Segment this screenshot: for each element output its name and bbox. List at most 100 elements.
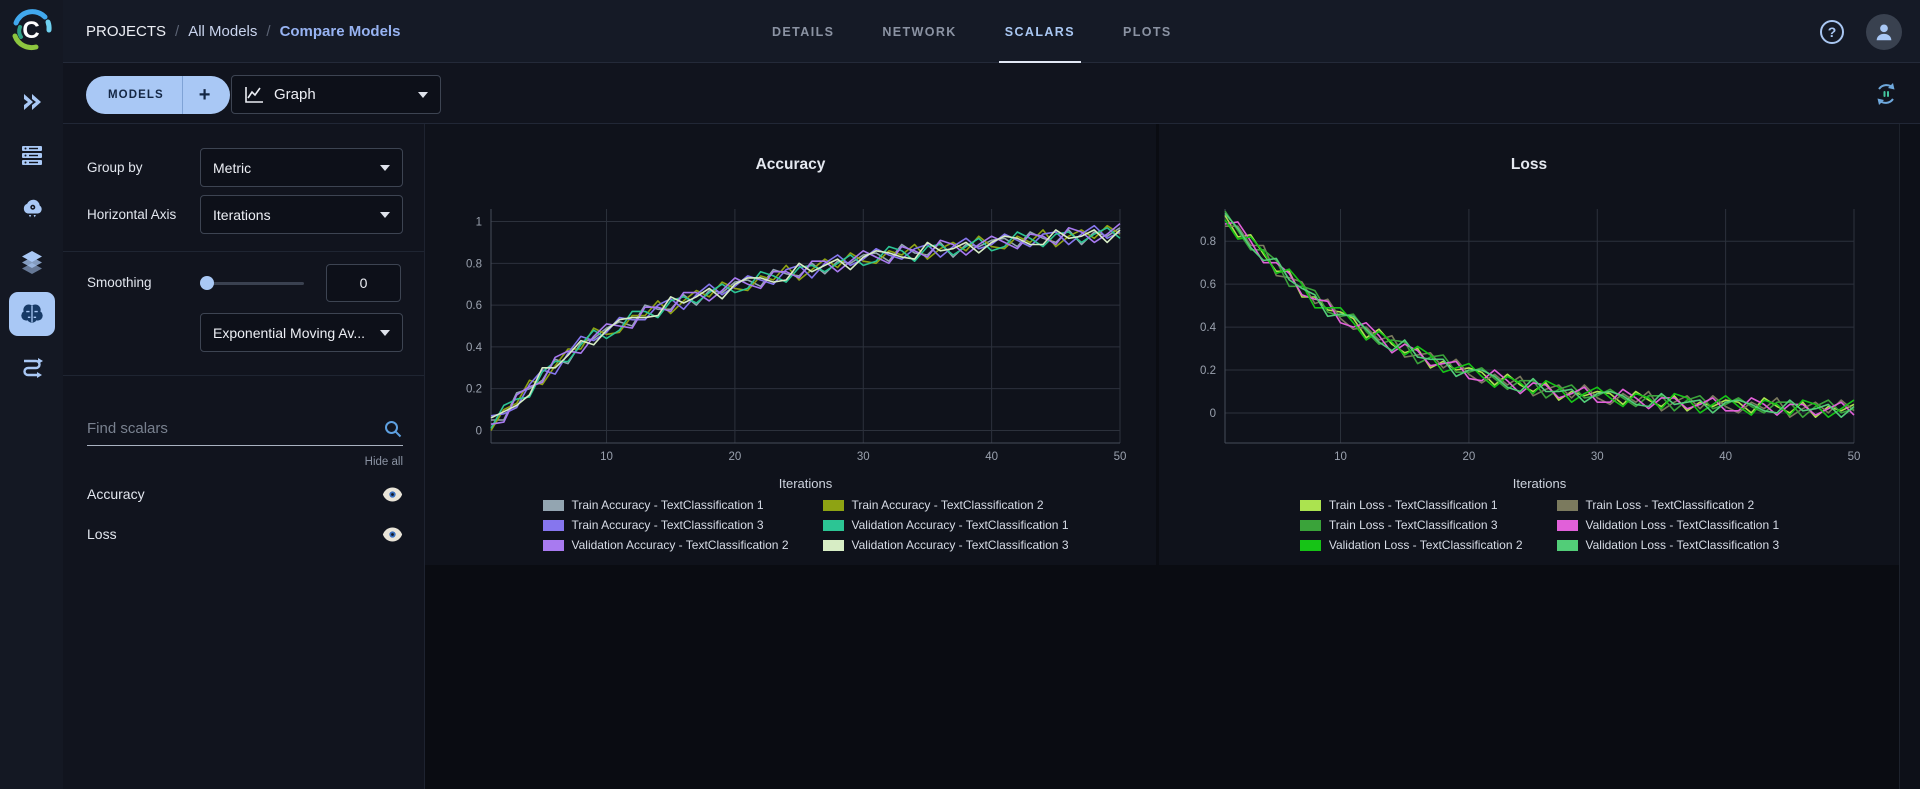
legend-series-name: Train Accuracy - TextClassification 1 <box>571 498 764 512</box>
svg-text:C: C <box>22 17 39 44</box>
legend-column: Train Accuracy - TextClassification 2 Val… <box>822 498 1069 552</box>
projects-icon <box>19 89 45 115</box>
toggle-visibility-accuracy[interactable] <box>382 487 403 502</box>
legend-item[interactable]: Validation Accuracy - TextClassification… <box>822 538 1069 552</box>
chevron-down-icon <box>380 164 390 171</box>
legend-item[interactable]: Validation Loss - TextClassification 3 <box>1556 538 1779 552</box>
tab-network[interactable]: NETWORK <box>882 24 957 39</box>
models-selector[interactable]: MODELS + <box>86 76 231 114</box>
legend-item[interactable]: Train Accuracy - TextClassification 3 <box>542 518 789 532</box>
tab-scalars[interactable]: SCALARS <box>998 0 1082 63</box>
view-type-value: Graph <box>274 86 316 103</box>
legend-item[interactable]: Validation Loss - TextClassification 2 <box>1299 538 1523 552</box>
rail-nav <box>0 80 63 389</box>
search-input[interactable] <box>87 420 383 437</box>
svg-text:10: 10 <box>1334 451 1347 463</box>
group-by-select[interactable]: Metric <box>200 148 403 187</box>
legend-item[interactable]: Validation Loss - TextClassification 1 <box>1556 518 1779 532</box>
sidebar-item-workers-queues[interactable] <box>9 133 55 177</box>
workers-queues-icon <box>19 142 45 168</box>
chart-title: Accuracy <box>755 156 826 173</box>
layers-icon <box>19 248 45 274</box>
svg-text:20: 20 <box>1462 451 1475 463</box>
brain-icon <box>18 301 46 327</box>
sidebar-item-pipelines[interactable] <box>9 345 55 389</box>
legend-series-name: Validation Accuracy - TextClassification… <box>851 518 1069 532</box>
chart-legend: Train Accuracy - TextClassification 1 Tra… <box>491 498 1120 552</box>
smoothing-type-select[interactable]: Exponential Moving Av... <box>200 313 403 352</box>
user-avatar[interactable] <box>1866 13 1902 50</box>
chart-title: Loss <box>1510 156 1548 173</box>
sidebar-item-projects[interactable] <box>9 80 55 124</box>
tab-details[interactable]: DETAILS <box>772 24 835 39</box>
eye-icon <box>382 527 403 541</box>
svg-text:0: 0 <box>476 425 482 437</box>
sidebar-item-models[interactable] <box>8 292 55 336</box>
chart-legend: Train Loss - TextClassification 1 Train L… <box>1225 498 1854 552</box>
group-by-row: Group by Metric <box>87 148 403 187</box>
chevron-down-icon <box>380 329 390 336</box>
svg-text:0.6: 0.6 <box>466 300 482 312</box>
sidebar-item-datasets[interactable] <box>9 239 55 283</box>
svg-text:1: 1 <box>476 217 482 229</box>
add-model-button[interactable]: + <box>198 83 211 106</box>
scalar-search <box>87 412 403 446</box>
legend-item[interactable]: Train Loss - TextClassification 2 <box>1556 498 1780 512</box>
slider-track[interactable] <box>200 281 304 285</box>
legend-swatch <box>822 499 844 511</box>
models-pill-label[interactable]: MODELS <box>108 89 164 101</box>
legend-swatch <box>822 519 844 531</box>
legend-item[interactable]: Validation Accuracy - TextClassification… <box>542 538 789 552</box>
clearml-logo[interactable]: C <box>9 8 53 52</box>
view-type-select[interactable]: Graph <box>231 75 441 114</box>
legend-swatch <box>1556 539 1578 551</box>
horizontal-axis-select[interactable]: Iterations <box>200 195 403 234</box>
svg-text:0.4: 0.4 <box>466 342 483 354</box>
breadcrumb-projects[interactable]: PROJECTS <box>86 23 167 40</box>
legend-swatch <box>542 499 564 511</box>
slider-thumb[interactable] <box>200 275 214 290</box>
help-icon[interactable]: ? <box>1820 19 1844 44</box>
scrollbar-gutter[interactable] <box>1899 124 1920 789</box>
tab-plots[interactable]: PLOTS <box>1122 24 1172 39</box>
svg-text:30: 30 <box>857 451 870 463</box>
sidebar-item-applications[interactable] <box>9 186 55 230</box>
hide-all-button[interactable]: Hide all <box>364 456 403 468</box>
auto-refresh-button[interactable] <box>1872 80 1900 108</box>
legend-swatch <box>542 539 564 551</box>
svg-text:40: 40 <box>1719 451 1732 463</box>
legend-swatch <box>542 519 564 531</box>
legend-item[interactable]: Train Loss - TextClassification 1 <box>1299 498 1523 512</box>
legend-swatch <box>1556 499 1578 511</box>
breadcrumb-compare-models[interactable]: Compare Models <box>279 23 401 40</box>
search-icon[interactable] <box>383 419 403 439</box>
legend-item[interactable]: Train Accuracy - TextClassification 2 <box>822 498 1069 512</box>
loss-plot[interactable]: 0 0.2 0.4 0.6 0.8 10 20 30 40 50 <box>1159 124 1899 474</box>
loss-chart-card: 0 0.2 0.4 0.6 0.8 10 20 30 40 50 Loss Iterations … <box>1159 124 1899 565</box>
compare-tabs: DETAILS NETWORK SCALARS PLOTS <box>766 0 1178 63</box>
accuracy-plot[interactable]: 0 0.2 0.4 0.6 0.8 1 10 20 30 40 50 <box>425 124 1156 474</box>
group-by-value: Metric <box>213 159 252 176</box>
legend-series-name: Train Loss - TextClassification 3 <box>1328 518 1498 532</box>
metric-name: Accuracy <box>87 486 145 502</box>
svg-text:0.2: 0.2 <box>1200 365 1216 377</box>
x-axis-title: Iterations <box>778 476 833 491</box>
svg-text:0.8: 0.8 <box>466 258 482 270</box>
smoothing-type-value: Exponential Moving Av... <box>213 324 366 341</box>
legend-column: Train Accuracy - TextClassification 1 Tra… <box>542 498 789 552</box>
breadcrumb-all-models[interactable]: All Models <box>188 23 258 40</box>
legend-item[interactable]: Validation Accuracy - TextClassification… <box>822 518 1069 532</box>
smoothing-type-row: Exponential Moving Av... <box>87 313 403 352</box>
svg-text:0.4: 0.4 <box>1200 322 1217 334</box>
legend-series-name: Validation Accuracy - TextClassification… <box>571 538 789 552</box>
legend-item[interactable]: Train Accuracy - TextClassification 1 <box>542 498 789 512</box>
accuracy-chart-card: 0 0.2 0.4 0.6 0.8 1 10 20 30 40 50 Accuracy Iterat… <box>425 124 1156 565</box>
smoothing-slider[interactable] <box>200 275 304 290</box>
smoothing-value-input[interactable] <box>326 263 401 302</box>
svg-text:10: 10 <box>600 451 613 463</box>
legend-item[interactable]: Train Loss - TextClassification 3 <box>1299 518 1523 532</box>
scalars-settings-panel: Group by Metric Horizontal Axis Iteratio… <box>63 124 425 789</box>
plot-canvas: 0 0.2 0.4 0.6 0.8 10 20 30 40 50 <box>1200 209 1860 463</box>
legend-series-name: Train Loss - TextClassification 2 <box>1585 498 1755 512</box>
toggle-visibility-loss[interactable] <box>382 527 403 542</box>
